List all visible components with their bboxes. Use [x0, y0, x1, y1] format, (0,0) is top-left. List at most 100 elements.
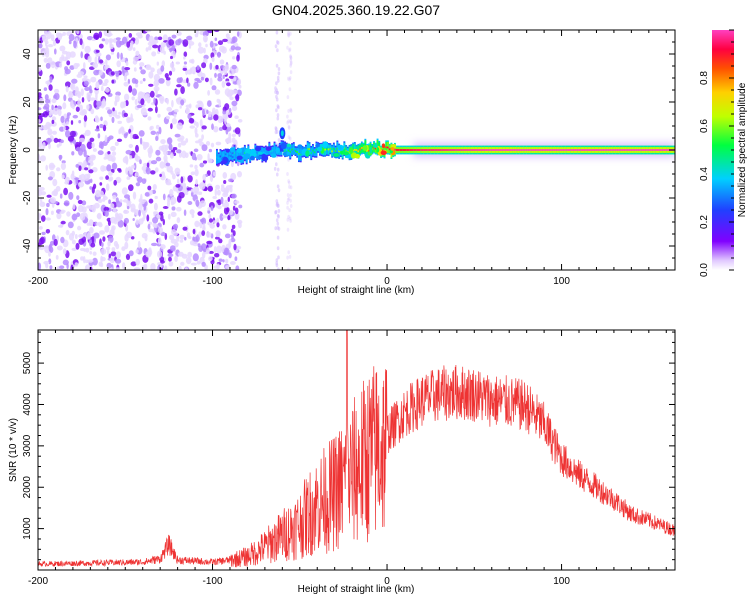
- ridge-column-core: [291, 148, 293, 151]
- ridge-column-core: [509, 149, 512, 151]
- noise-blob: [135, 144, 139, 153]
- noise-blob: [107, 220, 111, 226]
- noise-blob: [41, 231, 46, 236]
- noise-blob: [130, 203, 136, 212]
- noise-blob: [236, 79, 241, 86]
- noise-blob: [212, 196, 217, 199]
- noise-blob: [159, 45, 165, 54]
- noise-blob: [74, 234, 78, 239]
- noise-blob: [222, 259, 225, 263]
- noise-blob: [162, 193, 166, 201]
- noise-blob: [204, 187, 208, 192]
- noise-blob: [52, 178, 58, 187]
- noise-blob: [226, 138, 229, 144]
- ridge-blob: [244, 148, 251, 155]
- noise-blob: [158, 211, 164, 216]
- ridge-blob: [255, 146, 262, 152]
- noise-blob: [38, 67, 42, 72]
- ridge-column-core: [416, 149, 419, 151]
- noise-blob: [238, 222, 242, 229]
- ridge-blob: [381, 143, 386, 149]
- stripe-blob: [277, 209, 281, 213]
- x-tick-label: 100: [553, 576, 570, 587]
- ridge-column-core: [605, 149, 608, 151]
- ridge-column-core: [561, 149, 564, 151]
- ridge-column-core: [284, 148, 286, 151]
- stripe-blob: [275, 129, 279, 134]
- noise-blob: [135, 32, 142, 37]
- noise-blob: [206, 240, 213, 245]
- noise-blob: [130, 236, 135, 240]
- noise-blob: [62, 248, 67, 255]
- ridge-column-core: [610, 149, 613, 151]
- colorbar-ticks: 0.0 0.2 0.4 0.6 0.8: [699, 29, 734, 277]
- stripe-blob: [276, 184, 280, 189]
- colorbar-tick-label: 0.6: [699, 119, 710, 133]
- noise-blob: [112, 207, 117, 213]
- stripe-blob: [286, 45, 289, 50]
- stripe-blob: [274, 226, 278, 231]
- noise-blob: [78, 120, 82, 124]
- stripe-blob: [287, 125, 291, 130]
- noise-blob: [221, 80, 226, 88]
- noise-blob: [192, 228, 196, 235]
- noise-blob: [148, 83, 154, 87]
- stripe-blob: [287, 179, 290, 184]
- noise-blob: [217, 73, 223, 78]
- ridge-column-core: [488, 149, 491, 151]
- noise-blob: [199, 218, 205, 223]
- stripe-blob: [276, 225, 280, 230]
- noise-blob: [43, 260, 50, 265]
- noise-blob: [71, 239, 76, 245]
- stripe-blob: [288, 87, 292, 92]
- ridge-column-core: [593, 149, 595, 151]
- noise-blob: [214, 188, 217, 197]
- noise-blob: [107, 109, 113, 115]
- stripe-blob: [289, 185, 293, 190]
- noise-blob: [64, 180, 70, 185]
- noise-blob: [45, 208, 49, 216]
- noise-blob: [45, 137, 52, 143]
- ridge-blob: [236, 148, 243, 153]
- noise-blob: [204, 77, 209, 83]
- noise-blob: [110, 251, 117, 257]
- noise-blob: [214, 37, 218, 42]
- ridge-blob: [265, 146, 272, 152]
- stripe-blob: [289, 55, 293, 60]
- ridge-column-core: [577, 149, 580, 151]
- noise-blob: [185, 257, 192, 265]
- noise-blob: [231, 224, 236, 229]
- ridge-column-core: [657, 149, 660, 151]
- ridge-column-core: [381, 149, 384, 152]
- noise-blob: [134, 79, 139, 85]
- noise-blob: [75, 106, 80, 112]
- noise-blob: [222, 215, 228, 219]
- noise-blob: [170, 170, 174, 175]
- noise-blob: [92, 251, 97, 256]
- noise-blob: [190, 171, 196, 176]
- stripe-blob: [274, 210, 278, 214]
- ridge-column-core: [434, 149, 437, 151]
- ridge-column-core: [313, 151, 316, 154]
- ridge-column-core: [439, 149, 442, 151]
- noise-blob: [111, 151, 117, 156]
- noise-blob: [166, 106, 172, 112]
- noise-blob: [206, 231, 212, 238]
- noise-blob: [155, 88, 158, 96]
- noise-blob: [155, 149, 161, 156]
- noise-blob: [97, 150, 104, 156]
- noise-blob: [121, 246, 126, 252]
- ridge-column-core: [486, 149, 489, 151]
- stripe-blob: [289, 70, 293, 75]
- noise-blob: [207, 207, 211, 211]
- noise-blob: [176, 206, 182, 212]
- noise-blob: [38, 43, 43, 49]
- noise-blob: [65, 130, 71, 138]
- noise-blob: [216, 98, 220, 103]
- noise-blob: [160, 65, 165, 72]
- noise-blob: [169, 62, 175, 69]
- ridge-column-core: [256, 152, 259, 154]
- noise-blob: [115, 91, 121, 96]
- noise-blob: [213, 114, 219, 121]
